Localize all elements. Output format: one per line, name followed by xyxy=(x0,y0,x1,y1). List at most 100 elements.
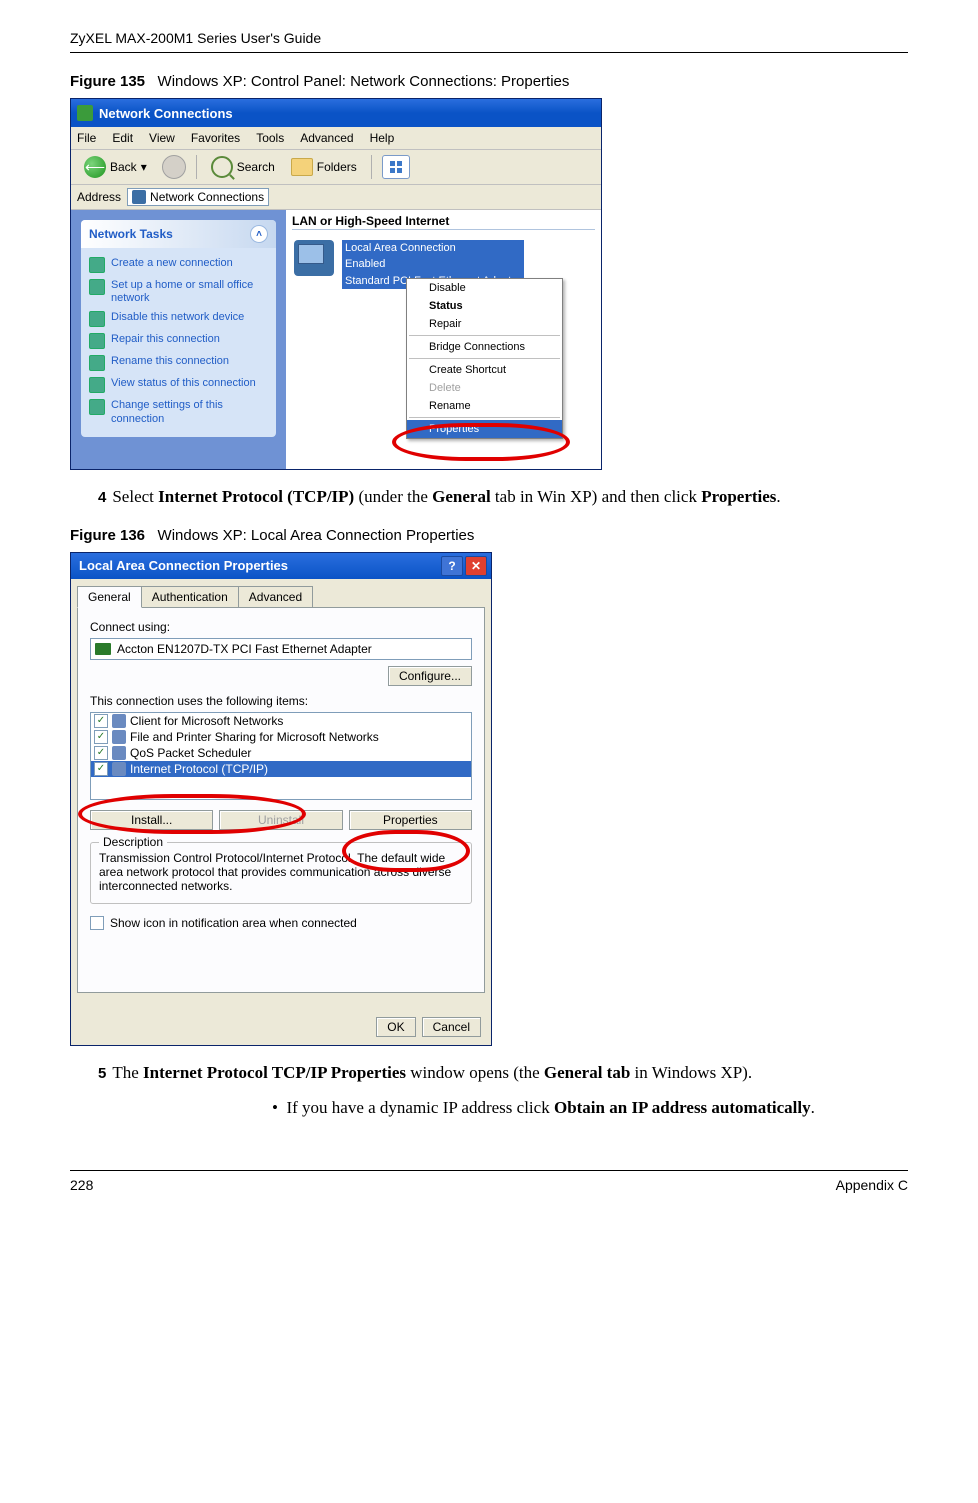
connect-using-label: Connect using: xyxy=(90,620,472,634)
menu-file[interactable]: File xyxy=(77,131,96,145)
components-list[interactable]: ✓ Client for Microsoft Networks ✓ File and… xyxy=(90,712,472,800)
checkbox-icon[interactable]: ✓ xyxy=(94,762,108,776)
menubar: File Edit View Favorites Tools Advanced … xyxy=(71,127,601,150)
list-item-label: QoS Packet Scheduler xyxy=(130,746,251,760)
page-number: 228 xyxy=(70,1177,93,1193)
task-icon xyxy=(89,333,105,349)
menu-favorites[interactable]: Favorites xyxy=(191,131,240,145)
sidebar-item[interactable]: Change settings of this connection xyxy=(89,396,268,428)
configure-button[interactable]: Configure... xyxy=(388,666,472,686)
search-button[interactable]: Search xyxy=(207,154,279,180)
task-icon xyxy=(89,311,105,327)
back-button[interactable]: ⟵ Back ▾ xyxy=(77,153,154,181)
figure-135-label: Figure 135 xyxy=(70,73,145,90)
list-item[interactable]: ✓ Client for Microsoft Networks xyxy=(91,713,471,729)
figure-135-text: Windows XP: Control Panel: Network Conne… xyxy=(158,73,570,90)
search-icon xyxy=(211,156,233,178)
ctx-shortcut[interactable]: Create Shortcut xyxy=(407,361,562,379)
list-item-label: Client for Microsoft Networks xyxy=(130,714,283,728)
sidebar-item-label: Disable this network device xyxy=(111,311,244,327)
ctx-separator xyxy=(409,335,560,336)
show-icon-label: Show icon in notification area when conn… xyxy=(110,916,357,930)
page-header: ZyXEL MAX-200M1 Series User's Guide xyxy=(70,30,321,46)
connection-name: Local Area Connection xyxy=(342,240,524,256)
step-number: 5 xyxy=(98,1065,106,1082)
nic-icon xyxy=(95,643,111,655)
figure-136-caption: Figure 136 Windows XP: Local Area Connec… xyxy=(70,527,908,544)
ctx-repair[interactable]: Repair xyxy=(407,315,562,333)
close-button[interactable]: ✕ xyxy=(465,556,487,576)
bullet-dot: • xyxy=(272,1098,278,1117)
ctx-rename[interactable]: Rename xyxy=(407,397,562,415)
dialog-title: Local Area Connection Properties xyxy=(79,558,288,573)
sidebar-item[interactable]: Rename this connection xyxy=(89,352,268,374)
adapter-name: Accton EN1207D-TX PCI Fast Ethernet Adap… xyxy=(117,642,372,656)
menu-tools[interactable]: Tools xyxy=(256,131,284,145)
sidebar-item[interactable]: Set up a home or small office network xyxy=(89,276,268,308)
step-4-text: 4Select Internet Protocol (TCP/IP) (unde… xyxy=(120,486,908,509)
sidebar-item-label: Repair this connection xyxy=(111,333,220,349)
screenshot-network-connections: Network Connections File Edit View Favor… xyxy=(70,98,602,470)
toolbar-separator-2 xyxy=(371,155,372,179)
dialog-titlebar: Local Area Connection Properties ? ✕ xyxy=(71,553,491,579)
menu-edit[interactable]: Edit xyxy=(112,131,133,145)
sidebar-item[interactable]: Repair this connection xyxy=(89,330,268,352)
menu-view[interactable]: View xyxy=(149,131,175,145)
sidebar-item[interactable]: Disable this network device xyxy=(89,308,268,330)
ctx-status[interactable]: Status xyxy=(407,297,562,315)
views-button[interactable] xyxy=(382,155,410,179)
sidebar-item-label: Change settings of this connection xyxy=(111,399,268,425)
views-icon xyxy=(390,161,402,173)
ctx-bridge[interactable]: Bridge Connections xyxy=(407,338,562,356)
sidebar-panel: Network Tasks ˄ Create a new connection … xyxy=(81,220,276,437)
sidebar-panel-header[interactable]: Network Tasks ˄ xyxy=(81,220,276,248)
tab-advanced[interactable]: Advanced xyxy=(238,586,313,608)
back-label: Back xyxy=(110,160,137,174)
help-button[interactable]: ? xyxy=(441,556,463,576)
ctx-separator xyxy=(409,417,560,418)
cancel-button[interactable]: Cancel xyxy=(422,1017,481,1037)
items-label: This connection uses the following items… xyxy=(90,694,472,708)
checkbox-icon[interactable]: ✓ xyxy=(94,730,108,744)
show-icon-row[interactable]: Show icon in notification area when conn… xyxy=(90,916,472,930)
network-adapter-icon xyxy=(294,240,334,276)
sidebar-item-label: View status of this connection xyxy=(111,377,256,393)
ctx-properties[interactable]: Properties xyxy=(407,420,562,438)
menu-help[interactable]: Help xyxy=(370,131,395,145)
list-item-selected[interactable]: ✓Internet Protocol (TCP/IP) xyxy=(91,761,471,777)
toolbar-separator xyxy=(196,155,197,179)
component-icon xyxy=(112,746,126,760)
ctx-separator xyxy=(409,358,560,359)
sidebar-item[interactable]: View status of this connection xyxy=(89,374,268,396)
component-icon xyxy=(112,714,126,728)
page-footer: 228 Appendix C xyxy=(70,1170,908,1193)
menu-advanced[interactable]: Advanced xyxy=(300,131,353,145)
checkbox-icon[interactable] xyxy=(90,916,104,930)
folders-button[interactable]: Folders xyxy=(287,156,361,178)
tab-strip: General Authentication Advanced xyxy=(71,579,491,607)
ok-button[interactable]: OK xyxy=(376,1017,415,1037)
tab-general[interactable]: General xyxy=(77,586,142,608)
task-icon xyxy=(89,279,105,295)
forward-button[interactable] xyxy=(162,155,186,179)
list-item[interactable]: ✓ QoS Packet Scheduler xyxy=(91,745,471,761)
step-5-text: 5The Internet Protocol TCP/IP Properties… xyxy=(120,1062,908,1085)
address-input[interactable]: Network Connections xyxy=(127,188,269,206)
ctx-disable[interactable]: Disable xyxy=(407,279,562,297)
description-group: Description Transmission Control Protoco… xyxy=(90,842,472,904)
list-item[interactable]: ✓ File and Printer Sharing for Microsoft … xyxy=(91,729,471,745)
sub-bullet-1: • If you have a dynamic IP address click… xyxy=(290,1097,908,1120)
tab-authentication[interactable]: Authentication xyxy=(141,586,239,608)
component-icon xyxy=(112,762,126,776)
ctx-delete: Delete xyxy=(407,379,562,397)
connection-status: Enabled xyxy=(342,256,524,272)
task-icon xyxy=(89,399,105,415)
appendix-label: Appendix C xyxy=(836,1177,908,1193)
properties-button[interactable]: Properties xyxy=(349,810,472,830)
collapse-icon[interactable]: ˄ xyxy=(250,225,268,243)
checkbox-icon[interactable]: ✓ xyxy=(94,746,108,760)
list-item-label: File and Printer Sharing for Microsoft N… xyxy=(130,730,379,744)
checkbox-icon[interactable]: ✓ xyxy=(94,714,108,728)
install-button[interactable]: Install... xyxy=(90,810,213,830)
sidebar-item[interactable]: Create a new connection xyxy=(89,254,268,276)
